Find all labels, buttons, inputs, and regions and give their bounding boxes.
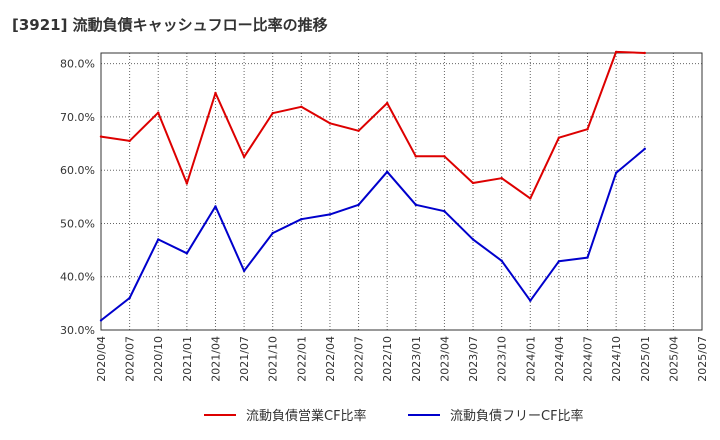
data-point bbox=[443, 210, 446, 213]
data-point bbox=[529, 197, 532, 200]
series-layer bbox=[99, 50, 646, 322]
y-tick-label: 50.0% bbox=[60, 217, 95, 230]
x-tick-label: 2024/04 bbox=[553, 336, 566, 382]
data-point bbox=[357, 129, 360, 132]
series-line-1 bbox=[100, 50, 645, 200]
data-point bbox=[242, 155, 246, 159]
data-point bbox=[328, 213, 332, 216]
x-tick-label: 2021/04 bbox=[209, 336, 222, 382]
plot-area bbox=[101, 53, 702, 330]
x-tick-label: 2022/07 bbox=[353, 336, 366, 382]
plot-border bbox=[100, 52, 703, 331]
data-point bbox=[643, 147, 646, 151]
x-tick-label: 2023/04 bbox=[438, 336, 451, 382]
data-point bbox=[557, 260, 561, 263]
data-point bbox=[586, 256, 589, 259]
x-tick-label: 2023/01 bbox=[410, 336, 423, 382]
data-point bbox=[471, 181, 475, 185]
data-point bbox=[99, 135, 103, 138]
legend-label-1: 流動負債営業CF比率 bbox=[246, 408, 367, 424]
x-tick-label: 2025/04 bbox=[667, 336, 680, 382]
data-point bbox=[214, 205, 217, 208]
x-tick-label: 2024/10 bbox=[610, 336, 623, 382]
series-line-2 bbox=[100, 148, 646, 322]
data-point bbox=[643, 51, 646, 55]
data-point bbox=[128, 296, 131, 300]
data-point bbox=[157, 238, 160, 241]
x-tick-label: 2023/07 bbox=[467, 336, 480, 382]
x-tick-label: 2024/07 bbox=[582, 336, 595, 382]
grid bbox=[100, 52, 703, 331]
x-tick-label: 2025/01 bbox=[639, 336, 652, 382]
x-tick-label: 2024/01 bbox=[524, 336, 537, 382]
data-point bbox=[385, 170, 389, 173]
data-point bbox=[242, 269, 246, 273]
data-point bbox=[214, 91, 217, 95]
data-point bbox=[586, 127, 589, 131]
data-point bbox=[614, 171, 618, 175]
data-point bbox=[414, 155, 418, 158]
chart-title: [3921] 流動負債キャッシュフロー比率の推移 bbox=[12, 16, 328, 34]
x-tick-label: 2022/04 bbox=[324, 336, 337, 382]
x-tick-label: 2021/07 bbox=[238, 336, 251, 382]
data-point bbox=[328, 122, 332, 125]
legend-label-2: 流動負債フリーCF比率 bbox=[450, 408, 584, 424]
data-point bbox=[185, 182, 189, 185]
data-point bbox=[557, 136, 561, 139]
x-axis: 2020/04 2020/07 2020/10 2021/01 2021/04 2021/… bbox=[95, 336, 709, 382]
data-point bbox=[128, 139, 131, 143]
y-tick-label: 60.0% bbox=[60, 164, 95, 177]
data-point bbox=[471, 238, 475, 241]
y-tick-label: 70.0% bbox=[60, 111, 95, 124]
x-tick-label: 2020/10 bbox=[152, 336, 165, 382]
plot-background bbox=[101, 53, 702, 330]
data-point bbox=[443, 155, 446, 158]
y-tick-label: 30.0% bbox=[60, 324, 95, 337]
data-point bbox=[99, 319, 103, 322]
x-tick-label: 2025/07 bbox=[696, 336, 709, 382]
y-axis: 30.0% 40.0% 50.0% 60.0% 70.0% 80.0% bbox=[60, 58, 95, 337]
x-tick-label: 2020/07 bbox=[124, 336, 137, 382]
x-tick-label: 2022/01 bbox=[295, 336, 308, 382]
x-tick-label: 2020/04 bbox=[95, 336, 108, 382]
data-point bbox=[271, 231, 274, 235]
data-point bbox=[385, 101, 389, 105]
x-tick-label: 2022/10 bbox=[381, 336, 394, 382]
data-point bbox=[271, 111, 274, 115]
data-point bbox=[614, 50, 618, 54]
data-point bbox=[414, 203, 418, 207]
legend: 流動負債営業CF比率 流動負債フリーCF比率 bbox=[204, 408, 584, 424]
y-tick-label: 80.0% bbox=[60, 58, 95, 71]
data-point bbox=[357, 203, 360, 207]
data-point bbox=[500, 259, 503, 262]
data-point bbox=[300, 105, 303, 109]
x-tick-label: 2023/10 bbox=[496, 336, 509, 382]
data-point bbox=[529, 299, 532, 302]
y-tick-label: 40.0% bbox=[60, 271, 95, 284]
data-point bbox=[500, 176, 503, 180]
x-tick-label: 2021/01 bbox=[181, 336, 194, 382]
x-tick-label: 2021/10 bbox=[267, 336, 280, 382]
data-point bbox=[300, 218, 303, 221]
data-point bbox=[157, 111, 160, 114]
data-point bbox=[185, 252, 189, 255]
